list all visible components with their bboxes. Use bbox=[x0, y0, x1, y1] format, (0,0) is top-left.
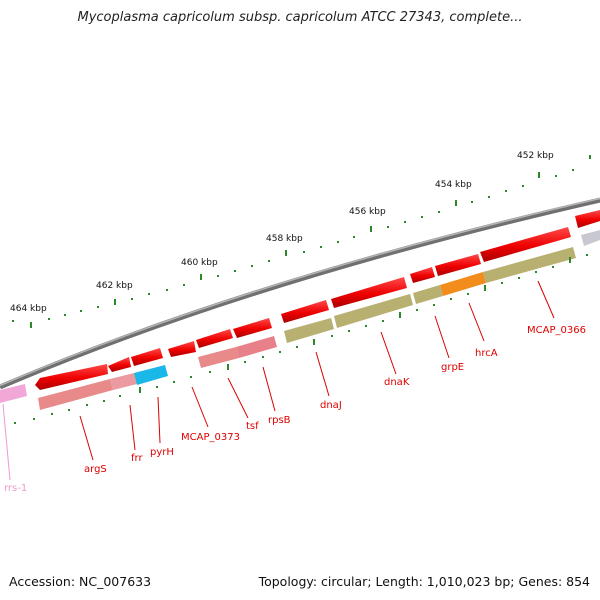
scale-inner bbox=[14, 254, 588, 424]
feature-tracks-lower[interactable] bbox=[0, 230, 600, 410]
track-pyrH[interactable] bbox=[134, 365, 168, 385]
track-MCAP_0366[interactable] bbox=[483, 247, 576, 283]
track-grpE[interactable] bbox=[413, 285, 443, 304]
track-dnaK[interactable] bbox=[334, 294, 413, 328]
gene-label-dnaJ[interactable]: dnaJ bbox=[320, 400, 342, 411]
gene-label-hrcA[interactable]: hrcA bbox=[475, 348, 498, 359]
accession-text: Accession: NC_007633 bbox=[9, 574, 152, 589]
track-tsf[interactable] bbox=[198, 347, 239, 368]
cds-grpE-arrow[interactable] bbox=[410, 267, 435, 283]
track-hrcA[interactable] bbox=[440, 272, 486, 296]
kbp-label-462: 462 kbp bbox=[96, 281, 133, 291]
cds-hrcA-arrow[interactable] bbox=[435, 254, 481, 276]
track-next[interactable] bbox=[581, 230, 600, 246]
cds-MCAP_0373-arrow[interactable] bbox=[168, 341, 196, 357]
cds-frr-arrow[interactable] bbox=[108, 357, 131, 372]
track-dnaJ[interactable] bbox=[284, 318, 334, 343]
kbp-label-458: 458 kbp bbox=[266, 234, 303, 244]
gene-label-grpE[interactable]: grpE bbox=[441, 362, 464, 373]
gene-leader-lines bbox=[2, 280, 555, 481]
cds-next-arrow[interactable] bbox=[575, 210, 600, 228]
track-rrs-1[interactable] bbox=[0, 384, 27, 403]
cds-dnaK-arrow[interactable] bbox=[331, 277, 407, 308]
cds-MCAP_0366-arrow[interactable] bbox=[480, 227, 571, 262]
cds-tsf-arrow[interactable] bbox=[196, 329, 233, 348]
track-frr[interactable] bbox=[110, 373, 137, 390]
gene-labels: rrs-1 argS frr pyrH MCAP_0373 tsf rpsB d… bbox=[4, 325, 586, 494]
gene-label-frr[interactable]: frr bbox=[131, 453, 143, 464]
kbp-label-460: 460 kbp bbox=[181, 258, 218, 268]
gene-label-MCAP_0366[interactable]: MCAP_0366 bbox=[527, 325, 586, 336]
kbp-label-456: 456 kbp bbox=[349, 207, 386, 217]
cds-dnaJ-arrow[interactable] bbox=[281, 300, 329, 323]
kbp-label-454: 454 kbp bbox=[435, 180, 472, 190]
genome-backbone-highlight bbox=[0, 197, 600, 387]
cds-arrows-upper[interactable] bbox=[35, 210, 600, 390]
genome-backbone bbox=[0, 197, 600, 390]
gene-label-dnaK[interactable]: dnaK bbox=[384, 377, 410, 388]
track-argS[interactable] bbox=[38, 379, 113, 410]
gene-label-argS[interactable]: argS bbox=[84, 464, 107, 475]
gene-label-tsf[interactable]: tsf bbox=[246, 421, 259, 432]
kbp-label-452: 452 kbp bbox=[517, 151, 554, 161]
gene-label-pyrH[interactable]: pyrH bbox=[150, 447, 174, 458]
kbp-labels: 452 kbp 454 kbp 456 kbp 458 kbp 460 kbp … bbox=[10, 151, 554, 314]
gene-label-MCAP_0373[interactable]: MCAP_0373 bbox=[181, 432, 240, 443]
cds-pyrH-arrow[interactable] bbox=[131, 348, 163, 366]
scale-outer bbox=[12, 155, 591, 328]
map-title: Mycoplasma capricolum subsp. capricolum … bbox=[77, 10, 523, 25]
cds-rpsB-arrow[interactable] bbox=[233, 318, 272, 338]
gene-label-rrs-1[interactable]: rrs-1 bbox=[4, 483, 27, 494]
gene-label-rpsB[interactable]: rpsB bbox=[268, 415, 291, 426]
topology-summary-text: Topology: circular; Length: 1,010,023 bp… bbox=[258, 574, 590, 589]
track-rpsB[interactable] bbox=[236, 336, 277, 358]
cds-argS-arrow[interactable] bbox=[35, 364, 108, 390]
kbp-label-464: 464 kbp bbox=[10, 304, 47, 314]
